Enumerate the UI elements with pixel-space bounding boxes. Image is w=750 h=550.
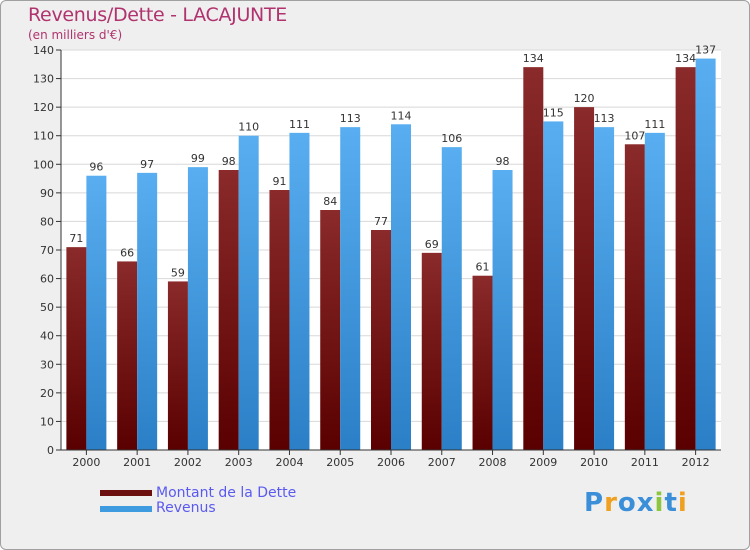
bar-revenus: [187, 167, 208, 450]
data-label: 115: [543, 106, 564, 119]
data-label: 134: [675, 52, 696, 65]
chart-subtitle: (en milliers d'€): [28, 28, 123, 42]
data-label: 106: [441, 132, 462, 145]
data-label: 120: [574, 92, 595, 105]
bar-revenus: [644, 132, 665, 450]
data-label: 111: [289, 118, 310, 131]
data-label: 84: [323, 195, 337, 208]
data-label: 91: [272, 175, 286, 188]
bar-dette: [472, 275, 493, 450]
x-tick-label: 2005: [326, 456, 354, 469]
y-tick-label: 140: [33, 44, 54, 57]
bar-revenus: [695, 58, 716, 450]
data-label: 113: [340, 112, 361, 125]
data-label: 97: [140, 158, 154, 171]
y-tick-label: 60: [40, 273, 54, 286]
bar-dette: [218, 170, 239, 450]
bar-dette: [421, 252, 442, 450]
bar-dette: [66, 247, 87, 450]
y-tick-label: 80: [40, 215, 54, 228]
x-tick-label: 2008: [479, 456, 507, 469]
x-tick-label: 2012: [682, 456, 710, 469]
legend-swatch-dette: [100, 490, 152, 496]
data-label: 69: [425, 238, 439, 251]
bar-dette: [675, 67, 696, 451]
y-tick-label: 40: [40, 330, 54, 343]
data-label: 110: [238, 121, 259, 134]
logo-letter: x: [636, 488, 655, 518]
y-tick-label: 130: [33, 73, 54, 86]
y-tick-label: 30: [40, 358, 54, 371]
bar-revenus: [543, 121, 564, 450]
y-tick-label: 120: [33, 101, 54, 114]
bar-revenus: [492, 170, 513, 450]
bar-dette: [371, 230, 391, 450]
logo-letter: r: [604, 488, 618, 518]
y-tick-label: 0: [47, 444, 54, 457]
data-label: 99: [191, 152, 205, 165]
bar-revenus: [340, 127, 361, 451]
bar-dette: [523, 67, 544, 451]
data-label: 111: [644, 118, 665, 131]
data-label: 71: [69, 232, 83, 245]
data-label: 77: [374, 215, 388, 228]
data-label: 61: [476, 261, 490, 274]
data-label: 113: [594, 112, 615, 125]
legend-swatch-revenus: [100, 506, 152, 512]
bar-dette: [574, 107, 595, 451]
x-tick-label: 2000: [72, 456, 100, 469]
x-tick-label: 2010: [580, 456, 608, 469]
bar-revenus: [137, 172, 158, 450]
data-label: 114: [391, 109, 412, 122]
y-tick-label: 100: [33, 158, 54, 171]
logo-letter: i: [654, 488, 665, 518]
bar-revenus: [238, 135, 259, 450]
data-label: 134: [523, 52, 544, 65]
x-tick-label: 2002: [174, 456, 202, 469]
data-label: 98: [496, 155, 510, 168]
legend-label-revenus: Revenus: [156, 500, 216, 516]
proxiti-logo: Proxiti: [584, 488, 688, 518]
bar-revenus: [391, 124, 411, 451]
chart-title: Revenus/Dette - LACAJUNTE: [28, 4, 287, 26]
logo-letter: o: [617, 488, 637, 518]
data-label: 107: [624, 129, 645, 142]
y-tick-label: 90: [40, 187, 54, 200]
bar-dette: [167, 281, 188, 450]
logo-letter: i: [677, 488, 688, 518]
bar-dette: [624, 144, 645, 451]
x-tick-label: 2007: [428, 456, 456, 469]
bar-revenus: [594, 127, 615, 451]
x-tick-label: 2009: [529, 456, 557, 469]
bar-revenus: [441, 147, 462, 450]
data-label: 59: [171, 266, 185, 279]
y-tick-label: 50: [40, 301, 54, 314]
logo-letter: P: [584, 488, 605, 518]
bar-revenus: [86, 175, 107, 450]
data-label: 98: [222, 155, 236, 168]
y-tick-label: 70: [40, 244, 54, 257]
x-tick-label: 2011: [631, 456, 659, 469]
bar-revenus: [289, 132, 310, 450]
bar-dette: [117, 261, 138, 450]
logo-letter: t: [664, 488, 678, 518]
data-label: 66: [120, 246, 134, 259]
bar-dette: [320, 210, 341, 450]
data-label: 96: [89, 161, 103, 174]
bar-dette: [269, 190, 290, 450]
y-tick-label: 10: [40, 415, 54, 428]
data-label: 137: [695, 44, 716, 57]
x-tick-label: 2004: [275, 456, 303, 469]
y-tick-label: 110: [33, 130, 54, 143]
legend-label-dette: Montant de la Dette: [156, 485, 297, 501]
x-tick-label: 2003: [225, 456, 253, 469]
x-tick-label: 2006: [377, 456, 405, 469]
x-tick-label: 2001: [123, 456, 151, 469]
y-tick-label: 20: [40, 387, 54, 400]
